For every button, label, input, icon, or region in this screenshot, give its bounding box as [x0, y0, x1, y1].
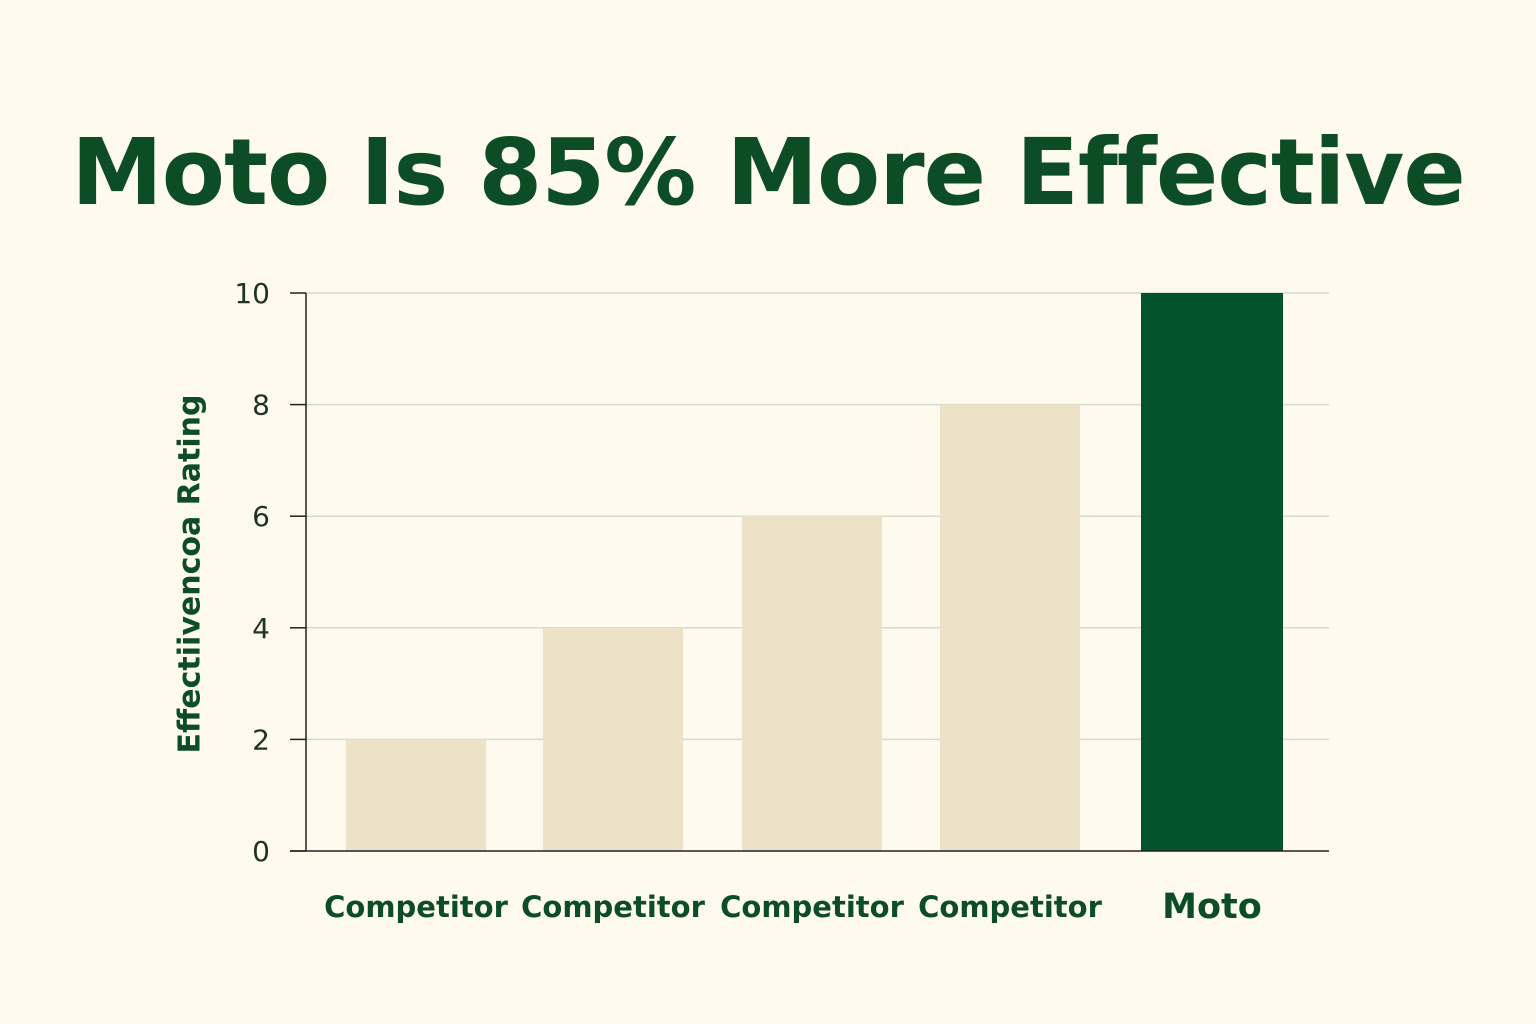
- bar-competitor: [940, 404, 1080, 851]
- x-category-label: Competitor: [324, 890, 508, 924]
- y-tick-label: 0: [252, 835, 270, 868]
- x-category-label: Competitor: [720, 890, 904, 924]
- y-tick-label: 2: [252, 723, 270, 756]
- y-tick-label: 4: [252, 612, 270, 645]
- bar-moto: [1141, 293, 1283, 851]
- chart-title: Moto Is 85% More Effective: [71, 119, 1466, 226]
- x-category-label: Competitor: [521, 890, 705, 924]
- bar-competitor: [742, 516, 882, 851]
- x-category-label: Competitor: [918, 890, 1102, 924]
- y-tick-label: 10: [234, 277, 270, 310]
- x-category-label: Moto: [1162, 887, 1262, 927]
- y-tick-label: 6: [252, 500, 270, 533]
- y-tick-label: 8: [252, 389, 270, 422]
- bar-competitor: [543, 627, 683, 851]
- bar-competitor: [346, 739, 486, 851]
